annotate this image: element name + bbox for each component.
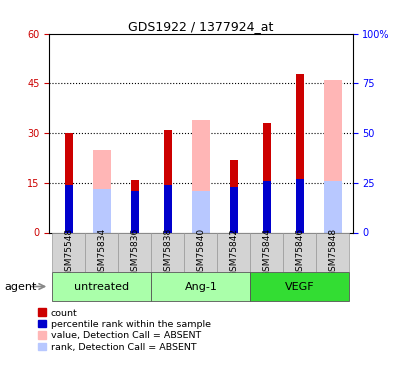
Bar (295, 179, 303, 232)
Text: VEGF: VEGF (284, 282, 314, 291)
Text: GSM75548: GSM75548 (64, 228, 73, 277)
Bar (295, 74, 303, 232)
FancyBboxPatch shape (250, 232, 283, 272)
FancyBboxPatch shape (52, 272, 151, 301)
Bar (130, 191, 139, 232)
Title: GDS1922 / 1377924_at: GDS1922 / 1377924_at (128, 20, 273, 33)
Bar (65, 185, 73, 232)
Bar (262, 181, 270, 232)
Bar (323, 80, 341, 232)
FancyBboxPatch shape (151, 232, 184, 272)
FancyBboxPatch shape (217, 232, 250, 272)
Bar (229, 160, 237, 232)
Text: untreated: untreated (74, 282, 129, 291)
Bar (262, 123, 270, 232)
Text: GSM75840: GSM75840 (196, 228, 205, 277)
Text: GSM75836: GSM75836 (130, 228, 139, 277)
FancyBboxPatch shape (184, 232, 217, 272)
Text: agent: agent (4, 282, 36, 292)
Bar (191, 191, 209, 232)
Text: Ang-1: Ang-1 (184, 282, 217, 291)
FancyBboxPatch shape (151, 272, 250, 301)
Bar (130, 180, 139, 232)
Bar (164, 130, 172, 232)
FancyBboxPatch shape (316, 232, 348, 272)
Bar (93, 189, 111, 232)
Text: GSM75846: GSM75846 (294, 228, 303, 277)
Text: GSM75848: GSM75848 (328, 228, 337, 277)
Text: GSM75838: GSM75838 (163, 228, 172, 277)
Text: GSM75844: GSM75844 (262, 228, 271, 277)
FancyBboxPatch shape (85, 232, 118, 272)
Bar (65, 133, 73, 232)
Bar (164, 185, 172, 232)
FancyBboxPatch shape (118, 232, 151, 272)
Bar (93, 150, 111, 232)
FancyBboxPatch shape (250, 272, 348, 301)
Legend: count, percentile rank within the sample, value, Detection Call = ABSENT, rank, : count, percentile rank within the sample… (38, 309, 210, 352)
FancyBboxPatch shape (52, 232, 85, 272)
Bar (191, 120, 209, 232)
Bar (323, 181, 341, 232)
FancyBboxPatch shape (283, 232, 316, 272)
Text: GSM75834: GSM75834 (97, 228, 106, 277)
Bar (229, 187, 237, 232)
Text: GSM75842: GSM75842 (229, 228, 238, 277)
